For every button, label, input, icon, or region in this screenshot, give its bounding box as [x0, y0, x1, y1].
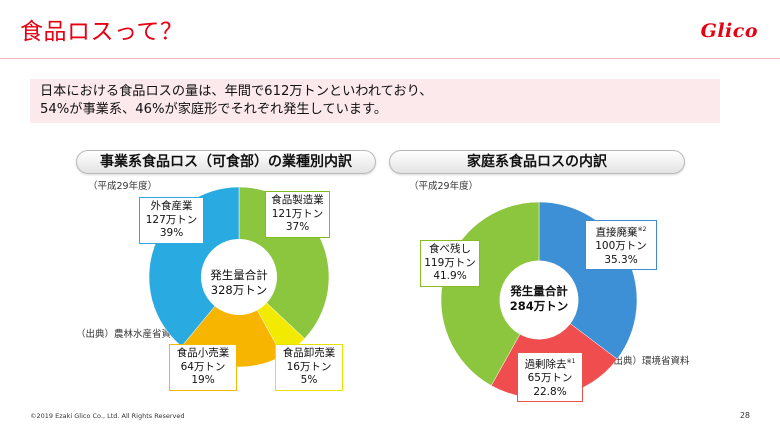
glico-logo: Glico — [700, 20, 758, 42]
household-panel-header: 家庭系食品ロスの内訳 — [389, 150, 685, 174]
callout-label: 外食産業 — [150, 200, 193, 212]
callout-label-row: 直接廃棄※2 — [589, 223, 653, 240]
business-panel-header: 事業系食品ロス（可食部）の業種別内訳 — [76, 150, 376, 174]
summary-box: 日本における食品ロスの量は、年間で612万トンといわれており、 54%が事業系、… — [30, 79, 720, 123]
callout-label: 直接廃棄 — [595, 226, 638, 239]
callout-chokusetsu-haiki: 直接廃棄※2 100万トン 35.3% — [585, 220, 657, 270]
callout-label: 食品小売業 — [176, 347, 230, 359]
business-center-label: 発生量合計 328万トン — [189, 268, 289, 298]
household-center-title: 発生量合計 — [510, 284, 568, 298]
callout-kajo-jokyo: 過剰除去※1 65万トン 22.8% — [517, 352, 583, 402]
callout-percent: 22.8% — [533, 385, 567, 398]
callout-percent: 39% — [159, 227, 184, 239]
callout-gaishoku: 外食産業 127万トン 39% — [139, 197, 204, 244]
business-source-note: （出典）農林水産省資料 — [76, 329, 181, 340]
summary-line-2: 54%が事業系、46%が家庭形でそれぞれ発生しています。 — [40, 102, 388, 117]
callout-kouri: 食品小売業 64万トン 19% — [169, 344, 237, 391]
callout-percent: 5% — [300, 374, 318, 386]
callout-percent: 41.9% — [433, 270, 467, 282]
callout-label: 食品製造業 — [271, 194, 324, 206]
business-year-note: （平成29年度） — [88, 181, 158, 192]
callout-note: ※1 — [566, 358, 576, 365]
copyright-footer: ©2019 Ezaki Glico Co., Ltd. All Rights R… — [30, 412, 185, 420]
callout-label-row: 過剰除去※1 — [521, 355, 579, 372]
callout-tabenokoshi: 食べ残し 119万トン 41.9% — [420, 240, 480, 287]
business-center-title: 発生量合計 — [210, 268, 268, 282]
callout-label: 過剰除去 — [524, 358, 567, 371]
household-year-note: （平成29年度） — [409, 181, 479, 192]
callout-seizo: 食品製造業 121万トン 37% — [265, 191, 330, 238]
callout-percent: 19% — [191, 374, 215, 386]
callout-label: 食べ残し — [429, 243, 471, 255]
callout-amount: 121万トン — [271, 207, 324, 220]
callout-oroshi: 食品卸売業 16万トン 5% — [275, 344, 343, 391]
page-number: 28 — [739, 411, 750, 420]
callout-percent: 35.3% — [604, 253, 638, 266]
callout-amount: 127万トン — [145, 213, 198, 226]
callout-note: ※2 — [637, 226, 647, 233]
page-title: 食品ロスって？ — [20, 19, 184, 45]
callout-label: 食品卸売業 — [282, 347, 336, 359]
household-center-label: 発生量合計 284万トン — [489, 284, 589, 314]
summary-line-1: 日本における食品ロスの量は、年間で612万トンといわれており、 — [40, 84, 433, 99]
callout-amount: 100万トン — [595, 240, 647, 252]
callout-percent: 37% — [285, 221, 310, 233]
household-center-total: 284万トン — [509, 299, 569, 313]
callout-amount: 65万トン — [527, 372, 573, 384]
callout-amount: 64万トン — [180, 360, 226, 373]
business-center-total: 328万トン — [210, 283, 268, 297]
callout-amount: 16万トン — [286, 360, 332, 373]
title-divider — [0, 58, 780, 59]
household-source-note: （出典）環境省資料 — [604, 356, 690, 367]
callout-amount: 119万トン — [424, 256, 476, 269]
